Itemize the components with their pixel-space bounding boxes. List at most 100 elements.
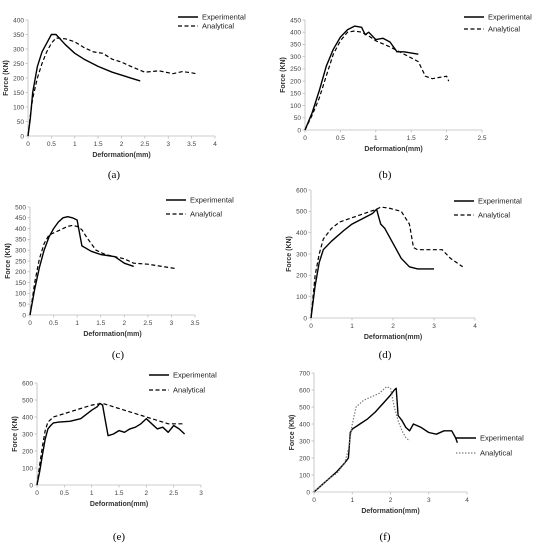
x-tick-label: 0: [309, 323, 313, 330]
x-tick-label: 0: [35, 490, 39, 497]
y-tick-label: 500: [22, 397, 33, 404]
y-tick-label: 400: [296, 230, 307, 237]
series-line-analytical: [313, 386, 411, 493]
x-axis-label: Deformation(mm): [83, 331, 141, 338]
y-tick-label: 100: [13, 104, 24, 111]
series-line-experimental: [29, 215, 134, 316]
y-tick-label: 0: [22, 312, 26, 319]
y-tick-label: 200: [290, 78, 301, 85]
chart-panel-f: 0 1 2 3 4 0 100 200 300 400 500 600 700 Deformation(m…: [289, 370, 524, 543]
x-tick-label: 3: [427, 497, 431, 504]
y-tick-label: 150: [13, 90, 24, 97]
x-tick-label: 0.5: [60, 490, 69, 497]
y-tick-label: 50: [294, 115, 302, 122]
series-line-analytical: [36, 402, 185, 486]
y-tick-label: 300: [13, 46, 24, 53]
legend-label: Analytical: [488, 25, 520, 34]
x-tick-label: 2.5: [140, 141, 149, 148]
legend-label: Experimental: [488, 13, 532, 22]
y-tick-label: 0: [29, 482, 33, 489]
y-axis-label: Force (KN): [286, 236, 293, 272]
y-tick-label: 300: [299, 438, 310, 445]
panel-caption: (d): [379, 349, 392, 361]
y-tick-label: 400: [22, 414, 33, 421]
x-tick-label: 0.5: [47, 141, 56, 148]
x-axis-label: Deformation(mm): [92, 152, 150, 159]
x-axis-label: Deformation(mm): [90, 501, 148, 508]
legend-label: Experimental: [190, 196, 234, 205]
y-tick-label: 0: [297, 127, 301, 134]
y-tick-label: 600: [296, 187, 307, 194]
panel-caption: (e): [113, 531, 126, 543]
legend-label: Analytical: [190, 210, 222, 219]
legend-label: Experimental: [480, 434, 524, 443]
x-tick-label: 2.5: [169, 490, 178, 497]
series-line-experimental: [313, 387, 459, 493]
y-tick-label: 50: [17, 119, 25, 126]
x-tick-label: 0: [312, 497, 316, 504]
chart-panel-d: 0 1 2 3 4 0 100 200 300 400 500 600 Deformation(mm) F…: [286, 187, 522, 361]
y-axis-label: Force (KN): [3, 60, 10, 96]
x-tick-label: 1: [90, 490, 94, 497]
y-tick-label: 450: [290, 17, 301, 24]
x-tick-label: 0.5: [336, 135, 345, 142]
y-tick-label: 200: [22, 448, 33, 455]
x-tick-label: 2: [389, 497, 393, 504]
x-tick-label: 0.5: [49, 320, 58, 327]
legend-label: Analytical: [480, 449, 512, 458]
y-tick-label: 300: [290, 54, 301, 61]
y-tick-label: 150: [15, 280, 26, 287]
x-tick-label: 2: [445, 135, 449, 142]
x-tick-label: 2.5: [143, 320, 152, 327]
y-axis-label: Force (KN): [289, 415, 296, 451]
y-tick-label: 150: [290, 91, 301, 98]
y-tick-label: 100: [299, 472, 310, 479]
series-line-experimental: [36, 402, 186, 486]
y-tick-label: 200: [15, 269, 26, 276]
y-tick-label: 500: [296, 209, 307, 216]
x-tick-label: 1: [73, 141, 77, 148]
legend-label: Experimental: [202, 13, 246, 22]
panel-caption: (c): [112, 349, 125, 361]
x-tick-label: 0: [303, 135, 307, 142]
y-tick-label: 350: [15, 237, 26, 244]
x-tick-label: 0: [26, 141, 30, 148]
x-axis-label: Deformation(mm): [361, 508, 419, 515]
x-tick-label: 1: [374, 135, 378, 142]
series-line-experimental: [27, 33, 141, 137]
series-line-analytical: [304, 30, 450, 131]
y-tick-label: 100: [290, 103, 301, 110]
panel-caption: (a): [108, 169, 121, 181]
x-tick-label: 4: [473, 323, 477, 330]
y-tick-label: 200: [13, 75, 24, 82]
x-tick-label: 4: [465, 497, 469, 504]
series-line-experimental: [310, 208, 434, 319]
y-tick-label: 0: [303, 315, 307, 322]
x-tick-label: 2: [122, 320, 126, 327]
x-tick-label: 3.5: [190, 320, 199, 327]
y-tick-label: 0: [20, 133, 24, 140]
y-tick-label: 50: [19, 302, 27, 309]
y-axis-label: Force (KN): [280, 57, 287, 93]
x-tick-label: 1: [75, 320, 79, 327]
x-tick-label: 3: [199, 490, 203, 497]
y-tick-label: 450: [15, 215, 26, 222]
x-tick-label: 1.5: [114, 490, 123, 497]
legend-label: Analytical: [173, 386, 205, 395]
y-tick-label: 100: [296, 294, 307, 301]
x-tick-label: 3.5: [187, 141, 196, 148]
chart-panel-b: 0 0.5 1 1.5 2 2.5 0 50 100 150 200 250 300 350 400 450 D…: [280, 13, 532, 182]
panel-caption: (b): [379, 169, 392, 181]
x-tick-label: 1: [350, 497, 354, 504]
y-tick-label: 600: [22, 380, 33, 387]
series-line-analytical: [29, 224, 177, 316]
y-tick-label: 300: [296, 251, 307, 258]
series-line-analytical: [310, 206, 464, 319]
series-line-experimental: [304, 25, 419, 131]
y-tick-label: 400: [15, 226, 26, 233]
legend-label: Analytical: [202, 22, 234, 31]
series-line-analytical: [27, 37, 197, 137]
y-axis-label: Force (KN): [5, 243, 12, 279]
y-tick-label: 500: [15, 204, 26, 211]
